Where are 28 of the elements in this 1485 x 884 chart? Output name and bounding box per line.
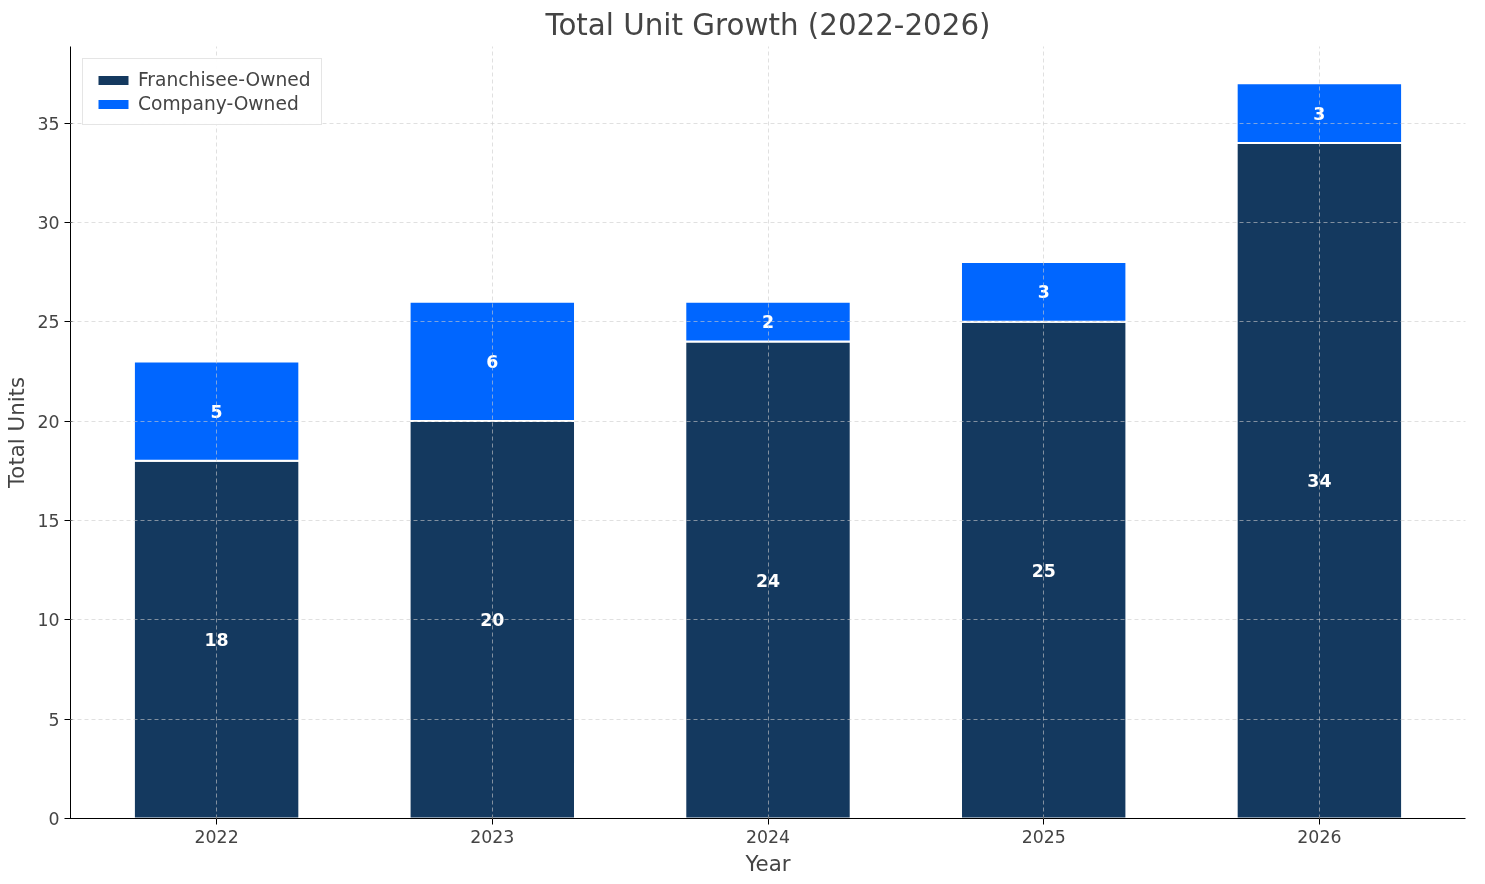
y-tick-label: 5 bbox=[48, 709, 60, 730]
x-tick-label: 2026 bbox=[1297, 826, 1342, 847]
x-axis-title: Year bbox=[744, 850, 791, 876]
data-label: 25 bbox=[1031, 560, 1056, 581]
x-tick-label: 2023 bbox=[470, 826, 515, 847]
y-tick-label: 30 bbox=[37, 212, 60, 233]
y-tick-label: 20 bbox=[37, 411, 60, 432]
data-label: 20 bbox=[480, 610, 505, 631]
data-label: 5 bbox=[210, 401, 223, 422]
data-label: 2 bbox=[761, 312, 775, 333]
data-label: 3 bbox=[1313, 103, 1326, 124]
data-label: 34 bbox=[1307, 471, 1332, 492]
x-tick-label: 2022 bbox=[194, 826, 239, 847]
x-tick-label: 2025 bbox=[1021, 826, 1066, 847]
chart-title: Total Unit Growth (2022-2026) bbox=[544, 7, 991, 42]
data-label: 18 bbox=[204, 630, 229, 651]
y-axis-title: Total Units bbox=[4, 376, 30, 490]
y-tick-label: 25 bbox=[37, 312, 60, 333]
data-label: 3 bbox=[1037, 282, 1050, 303]
y-tick-label: 15 bbox=[37, 510, 60, 531]
data-label: 24 bbox=[755, 570, 781, 591]
legend-label: Company-Owned bbox=[138, 93, 299, 114]
legend-label: Franchisee-Owned bbox=[138, 69, 311, 90]
x-tick-label: 2024 bbox=[745, 826, 791, 847]
data-label: 6 bbox=[486, 351, 499, 372]
y-tick-label: 0 bbox=[48, 809, 60, 829]
y-tick-label: 10 bbox=[37, 610, 60, 631]
y-tick-label: 35 bbox=[37, 113, 60, 134]
